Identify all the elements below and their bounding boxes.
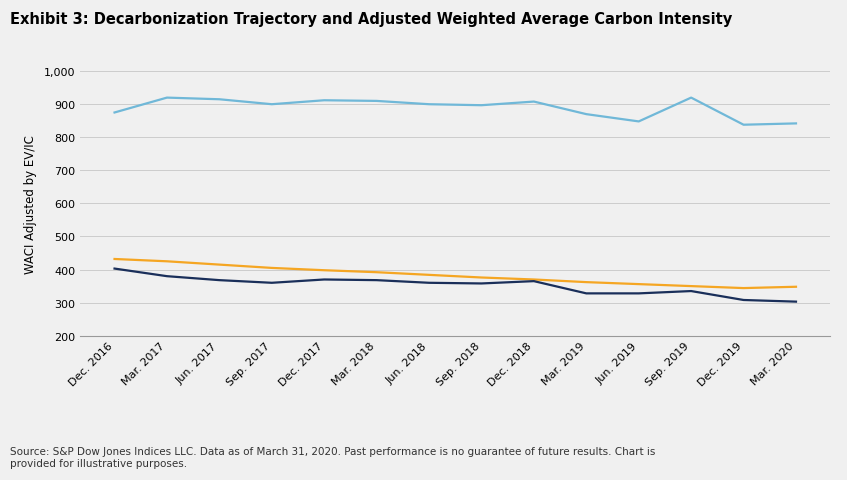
S&P Eurozone LargeMidCap Paris-Aligned Climate Index [791,299,801,305]
S&P Eurozone LargeMidCap Paris-Aligned Climate Index [686,288,696,294]
Trajectory [476,275,486,281]
S&P Eurozone LargeMidCap [791,121,801,127]
Text: Exhibit 3: Decarbonization Trajectory and Adjusted Weighted Average Carbon Inten: Exhibit 3: Decarbonization Trajectory an… [10,12,733,27]
S&P Eurozone LargeMidCap [686,96,696,101]
Trajectory [581,280,591,286]
S&P Eurozone LargeMidCap Paris-Aligned Climate Index [267,280,277,286]
S&P Eurozone LargeMidCap [319,98,329,104]
S&P Eurozone LargeMidCap Paris-Aligned Climate Index [372,277,382,283]
S&P Eurozone LargeMidCap [109,110,119,116]
Trajectory [319,268,329,274]
Trajectory [739,286,749,291]
Trajectory [424,272,435,278]
S&P Eurozone LargeMidCap [214,97,224,103]
S&P Eurozone LargeMidCap [424,102,435,108]
S&P Eurozone LargeMidCap Paris-Aligned Climate Index [476,281,486,287]
Legend: S&P Eurozone LargeMidCap, Trajectory, S&P Eurozone LargeMidCap Paris-Aligned Cli: S&P Eurozone LargeMidCap, Trajectory, S&… [140,479,771,480]
Trajectory [109,256,119,262]
Trajectory [214,262,224,268]
S&P Eurozone LargeMidCap Paris-Aligned Climate Index [529,279,539,285]
Trajectory [634,282,644,288]
Trajectory [686,284,696,289]
Trajectory [791,284,801,290]
S&P Eurozone LargeMidCap Paris-Aligned Climate Index [214,277,224,283]
Trajectory [529,277,539,283]
S&P Eurozone LargeMidCap [267,102,277,108]
S&P Eurozone LargeMidCap Paris-Aligned Climate Index [424,280,435,286]
Y-axis label: WACI Adjusted by EV/IC: WACI Adjusted by EV/IC [25,135,37,273]
S&P Eurozone LargeMidCap [476,103,486,109]
S&P Eurozone LargeMidCap [634,119,644,125]
Line: S&P Eurozone LargeMidCap: S&P Eurozone LargeMidCap [114,98,796,125]
S&P Eurozone LargeMidCap Paris-Aligned Climate Index [739,298,749,303]
S&P Eurozone LargeMidCap [162,96,172,101]
Line: Trajectory: Trajectory [114,259,796,288]
S&P Eurozone LargeMidCap Paris-Aligned Climate Index [109,266,119,272]
S&P Eurozone LargeMidCap [372,99,382,105]
S&P Eurozone LargeMidCap [581,112,591,118]
Trajectory [162,259,172,264]
S&P Eurozone LargeMidCap [529,99,539,105]
S&P Eurozone LargeMidCap Paris-Aligned Climate Index [581,291,591,297]
Line: S&P Eurozone LargeMidCap Paris-Aligned Climate Index: S&P Eurozone LargeMidCap Paris-Aligned C… [114,269,796,302]
S&P Eurozone LargeMidCap Paris-Aligned Climate Index [634,291,644,297]
Text: Source: S&P Dow Jones Indices LLC. Data as of March 31, 2020. Past performance i: Source: S&P Dow Jones Indices LLC. Data … [10,446,656,468]
S&P Eurozone LargeMidCap Paris-Aligned Climate Index [162,274,172,279]
Trajectory [267,265,277,271]
S&P Eurozone LargeMidCap Paris-Aligned Climate Index [319,277,329,283]
S&P Eurozone LargeMidCap [739,122,749,128]
Trajectory [372,270,382,276]
